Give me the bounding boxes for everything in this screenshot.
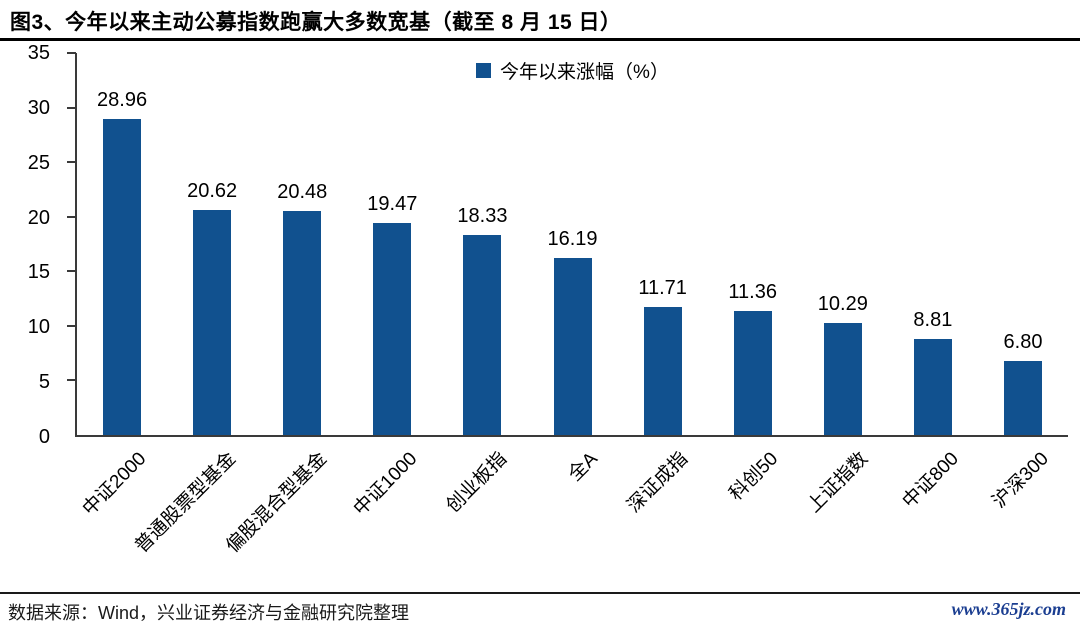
bar-chart-plot-area: 今年以来涨幅（%） 28.96 20.62 20.48 19.47 18.33 16.19… (67, 52, 1068, 437)
y-tick-label: 5 (38, 371, 50, 394)
bar-value-label: 10.29 (817, 292, 868, 315)
bars-container: 28.96 20.62 20.48 19.47 18.33 16.19 11.71 11.36… (77, 53, 1068, 435)
bar (733, 311, 772, 435)
chart-title: 图3、今年以来主动公募指数跑赢大多数宽基（截至 8 月 15 日） (10, 11, 622, 34)
x-label-slot: 中证800 (887, 441, 977, 591)
bar (283, 211, 322, 435)
y-tick-label: 20 (27, 206, 50, 229)
y-tick-label: 35 (27, 42, 50, 64)
x-label-slot: 偏股混合型基金 (222, 441, 346, 591)
bar (823, 322, 862, 435)
bar-column: 16.19 (527, 53, 617, 435)
data-source-note: 数据来源：Wind，兴业证券经济与金融研究院整理 (8, 603, 410, 623)
y-tick-mark (67, 324, 76, 327)
x-tick-label: 中证2000 (78, 448, 151, 520)
x-label-slot: 沪深300 (978, 441, 1068, 591)
x-tick-label: 全A (564, 448, 602, 486)
x-tick-label: 中证800 (898, 448, 963, 513)
y-tick-mark (67, 52, 76, 54)
y-axis-labels: 0 5 10 15 20 25 30 35 (0, 43, 64, 447)
x-tick-label: 上证指数 (803, 448, 873, 517)
bar-value-label: 18.33 (457, 204, 508, 227)
x-label-slot: 普通股票型基金 (132, 441, 255, 591)
bar (463, 234, 502, 435)
y-tick-mark (67, 161, 76, 164)
bar-column: 19.47 (347, 53, 437, 435)
bar-value-label: 8.81 (913, 308, 953, 331)
y-tick-label: 30 (27, 96, 50, 119)
bar-column: 20.62 (167, 53, 257, 435)
x-label-slot: 中证1000 (346, 441, 436, 591)
x-label-slot: 创业板指 (436, 441, 526, 591)
bar (913, 338, 952, 435)
x-label-slot: 深证成指 (617, 441, 707, 591)
y-tick-label: 0 (38, 426, 50, 448)
x-tick-label: 创业板指 (442, 448, 512, 517)
bar-column: 8.81 (888, 53, 978, 435)
bar-column: 6.80 (978, 53, 1068, 435)
x-tick-label: 深证成指 (623, 448, 692, 517)
bar-value-label: 11.36 (728, 281, 777, 304)
x-axis-labels: 中证2000 普通股票型基金 偏股混合型基金 中证1000 创业板指 全A 深证成指 科创50… (75, 441, 1068, 591)
y-tick-label: 25 (27, 151, 50, 174)
bar-value-label: 16.19 (547, 228, 598, 251)
watermark-link[interactable]: www.365jz.com (951, 599, 1066, 619)
y-tick-mark (67, 106, 76, 109)
x-tick-label: 沪深300 (988, 448, 1053, 513)
bar-column: 10.29 (798, 53, 888, 435)
title-divider (0, 38, 1080, 41)
bar-value-label: 19.47 (367, 192, 418, 215)
bar (103, 118, 142, 435)
bar-column: 11.36 (708, 53, 798, 435)
x-tick-label: 科创50 (725, 448, 783, 505)
bar-column: 28.96 (77, 53, 167, 435)
bar-value-label: 20.62 (187, 179, 238, 202)
footer-divider (0, 592, 1080, 594)
bar (373, 222, 412, 435)
x-label-slot: 中证2000 (75, 441, 165, 591)
bar-column: 18.33 (437, 53, 527, 435)
y-tick-mark (67, 215, 76, 218)
bar-value-label: 20.48 (277, 181, 328, 204)
bar (1003, 360, 1042, 435)
bar (643, 307, 682, 435)
bar (193, 209, 232, 435)
x-tick-label: 中证1000 (349, 448, 422, 520)
x-label-slot: 上证指数 (797, 441, 887, 591)
bar (553, 258, 592, 435)
y-tick-mark (67, 379, 76, 382)
bar-value-label: 28.96 (97, 88, 148, 111)
bar-column: 20.48 (257, 53, 347, 435)
y-tick-mark (67, 270, 76, 273)
x-label-slot: 全A (526, 441, 616, 591)
bar-column: 11.71 (618, 53, 708, 435)
x-label-slot: 科创50 (707, 441, 797, 591)
bar-value-label: 6.80 (1003, 330, 1043, 353)
bar-value-label: 11.71 (638, 277, 687, 300)
y-tick-label: 15 (27, 261, 50, 284)
y-tick-label: 10 (27, 316, 50, 339)
